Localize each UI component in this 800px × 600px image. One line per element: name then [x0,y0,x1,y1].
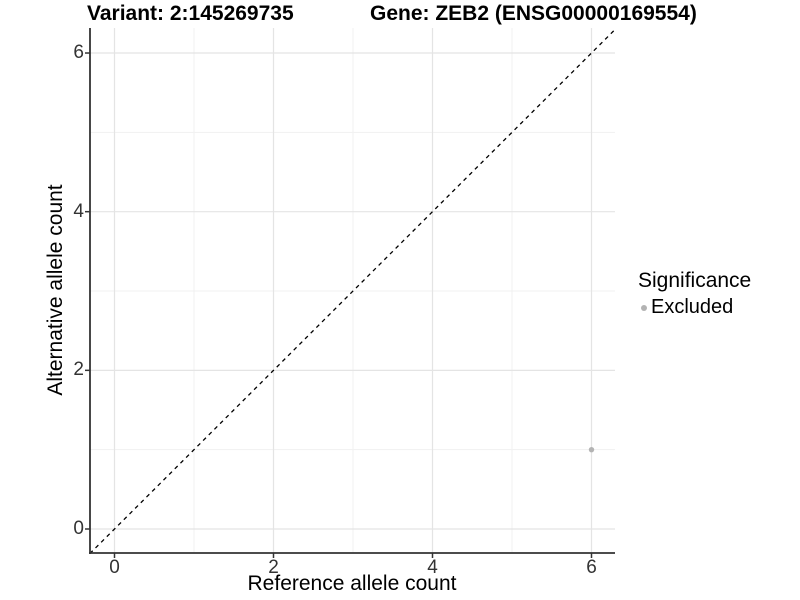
y-tick-label: 4 [73,200,84,222]
x-axis-title: Reference allele count [247,572,457,595]
y-tick-label: 0 [73,518,84,539]
y-tick-label: 6 [73,42,84,64]
x-tick-label: 6 [586,557,597,578]
legend: Significance Excluded [638,269,751,319]
x-tick-label: 0 [109,557,120,578]
legend-title: Significance [638,269,752,292]
y-tick-label: 2 [73,359,84,381]
x-tick-label: 4 [427,557,438,578]
legend-item-label: Excluded [651,296,734,318]
plot-title-gene: Gene: ZEB2 (ENSG00000169554) [370,2,697,25]
y-axis-title: Alternative allele count [44,184,67,396]
data-point [588,446,595,453]
plot-title-variant: Variant: 2:145269735 [87,2,294,25]
identity-reference-line [89,29,616,555]
legend-item-excluded: Excluded [638,296,751,319]
legend-marker-circle-icon [641,304,647,311]
x-tick-label: 2 [268,557,279,578]
